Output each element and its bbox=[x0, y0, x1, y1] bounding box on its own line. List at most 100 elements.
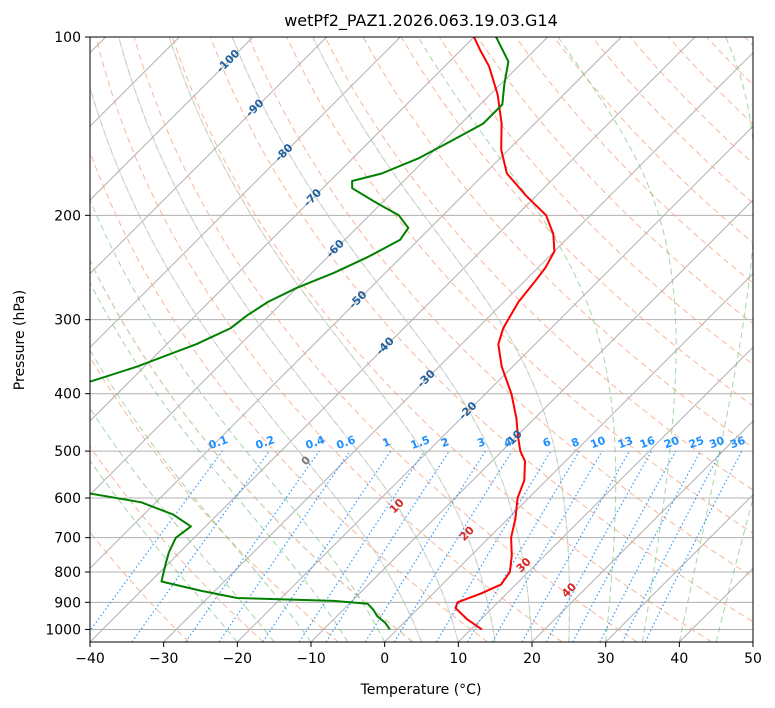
plot-frame bbox=[89, 36, 754, 643]
x-tick-label: −20 bbox=[223, 651, 253, 667]
x-axis-title: Temperature (°C) bbox=[360, 682, 482, 698]
wet-bulb-curve bbox=[90, 85, 422, 642]
y-tick-label: 500 bbox=[54, 444, 81, 460]
dry-adiabat bbox=[629, 37, 753, 165]
mixing-ratio-label: 0.1 bbox=[207, 433, 230, 452]
profile-series bbox=[90, 37, 556, 631]
dry-adiabat bbox=[90, 259, 414, 642]
mixing-ratio-label: 6 bbox=[541, 435, 553, 450]
x-tick-label: 0 bbox=[380, 651, 389, 667]
dry-adiabat bbox=[591, 37, 753, 204]
y-tick-label: 700 bbox=[54, 531, 81, 547]
x-axis-ticks: −40 −30 −20 −10 0 10 20 30 40 50 bbox=[75, 642, 762, 667]
isotherm-line bbox=[90, 37, 475, 422]
wet-bulb-curve bbox=[118, 37, 459, 642]
wet-bulb-curve bbox=[168, 37, 496, 642]
mixing-ratio-label: 20 bbox=[662, 434, 681, 452]
dewpoint-profile-line bbox=[90, 37, 510, 630]
isotherm-line bbox=[384, 272, 753, 642]
dry-adiabat bbox=[248, 37, 753, 578]
isotherm-line bbox=[457, 346, 753, 642]
dry-adiabat bbox=[477, 37, 753, 325]
moist-adiabat bbox=[90, 198, 386, 642]
pressure-gridlines bbox=[90, 37, 753, 630]
temperature-profile-line bbox=[454, 37, 556, 631]
mixing-ratio-label: 8 bbox=[569, 435, 581, 450]
dry-adiabat bbox=[400, 37, 753, 407]
isotherm-line bbox=[90, 37, 622, 570]
y-axis-title: Pressure (hPa) bbox=[12, 290, 28, 390]
moist-adiabat bbox=[417, 37, 617, 642]
mixing-ratio-line bbox=[491, 450, 603, 642]
y-tick-label: 200 bbox=[54, 208, 81, 224]
x-tick-label: −40 bbox=[75, 651, 105, 667]
moist-adiabat bbox=[715, 496, 753, 642]
mixing-ratio-line bbox=[572, 450, 677, 642]
x-tick-label: 20 bbox=[523, 651, 541, 667]
mixing-ratio-label: 0.4 bbox=[304, 433, 327, 452]
mixing-ratio-label: 25 bbox=[687, 434, 706, 451]
dry-adiabat bbox=[133, 37, 638, 642]
mixing-ratio-label: 1 bbox=[381, 435, 393, 450]
skewed-isotherms bbox=[90, 37, 753, 642]
mixing-ratio-line bbox=[185, 450, 320, 642]
x-tick-label: −10 bbox=[296, 651, 326, 667]
mixing-ratio-lines bbox=[90, 450, 743, 642]
dry-adiabat bbox=[90, 445, 264, 642]
y-tick-label: 100 bbox=[54, 30, 81, 46]
y-tick-label: 400 bbox=[54, 387, 81, 403]
isotherm-line bbox=[605, 493, 753, 642]
dry-adiabat bbox=[362, 37, 753, 449]
mixing-ratio-line bbox=[218, 450, 351, 642]
dry-adiabat bbox=[95, 37, 563, 642]
plot-area: -100-90-80-70-60-50-40-30-20-100.1 0.2 0.4… bbox=[90, 37, 753, 642]
mixing-ratio-label: 4 bbox=[502, 435, 514, 450]
x-tick-label: −30 bbox=[149, 651, 179, 667]
dry-adiabat bbox=[171, 37, 712, 642]
mixing-ratio-label: 16 bbox=[638, 434, 657, 452]
mixing-ratio-line bbox=[393, 450, 513, 642]
mixing-ratio-label: 3 bbox=[475, 435, 487, 450]
moist-adiabat bbox=[90, 281, 349, 642]
isotherm-line bbox=[90, 37, 401, 349]
moist-adiabat bbox=[557, 37, 677, 642]
mixing-ratio-line bbox=[364, 450, 486, 642]
y-tick-label: 900 bbox=[54, 595, 81, 611]
moist-adiabat bbox=[90, 407, 275, 642]
mixing-ratio-line bbox=[325, 450, 450, 642]
x-tick-label: 10 bbox=[449, 651, 467, 667]
mixing-ratio-line bbox=[466, 450, 580, 642]
mixing-ratio-label: 1.5 bbox=[409, 433, 432, 452]
moist-adiabat bbox=[90, 459, 238, 642]
wet-bulb-curves bbox=[90, 37, 570, 642]
chart-title: wetPf2_PAZ1.2026.063.19.03.G14 bbox=[284, 11, 558, 31]
dry-adiabat bbox=[324, 37, 753, 491]
mixing-ratio-line bbox=[435, 450, 552, 642]
dry-adiabat bbox=[515, 37, 753, 284]
mixing-ratio-label: 0.2 bbox=[254, 433, 277, 452]
isotherm-line bbox=[90, 37, 328, 275]
isotherm-line bbox=[90, 37, 696, 642]
mixing-ratio-line bbox=[521, 450, 631, 642]
mixing-ratio-label: 36 bbox=[728, 434, 747, 452]
isotherm-line bbox=[531, 420, 753, 642]
mixing-ratio-label: 10 bbox=[589, 434, 608, 452]
y-tick-label: 800 bbox=[54, 565, 81, 581]
mixing-ratio-line bbox=[545, 450, 653, 642]
x-tick-label: 30 bbox=[597, 651, 615, 667]
y-tick-label: 1000 bbox=[45, 622, 81, 638]
mixing-ratio-line bbox=[90, 450, 223, 632]
mixing-ratio-label: 0.6 bbox=[335, 433, 358, 452]
wet-bulb-curve bbox=[312, 37, 570, 642]
wet-bulb-curve bbox=[231, 37, 533, 642]
x-tick-label: 50 bbox=[744, 651, 762, 667]
y-axis-ticks: 100 200 300 400 500 600 700 800 900 1000 bbox=[45, 30, 90, 638]
mixing-ratio-label: 2 bbox=[439, 435, 451, 450]
dry-adiabat bbox=[210, 37, 753, 623]
isotherm-line bbox=[90, 37, 254, 201]
x-tick-label: 40 bbox=[670, 651, 688, 667]
mixing-ratio-label: 30 bbox=[707, 434, 726, 452]
y-tick-label: 300 bbox=[54, 313, 81, 329]
